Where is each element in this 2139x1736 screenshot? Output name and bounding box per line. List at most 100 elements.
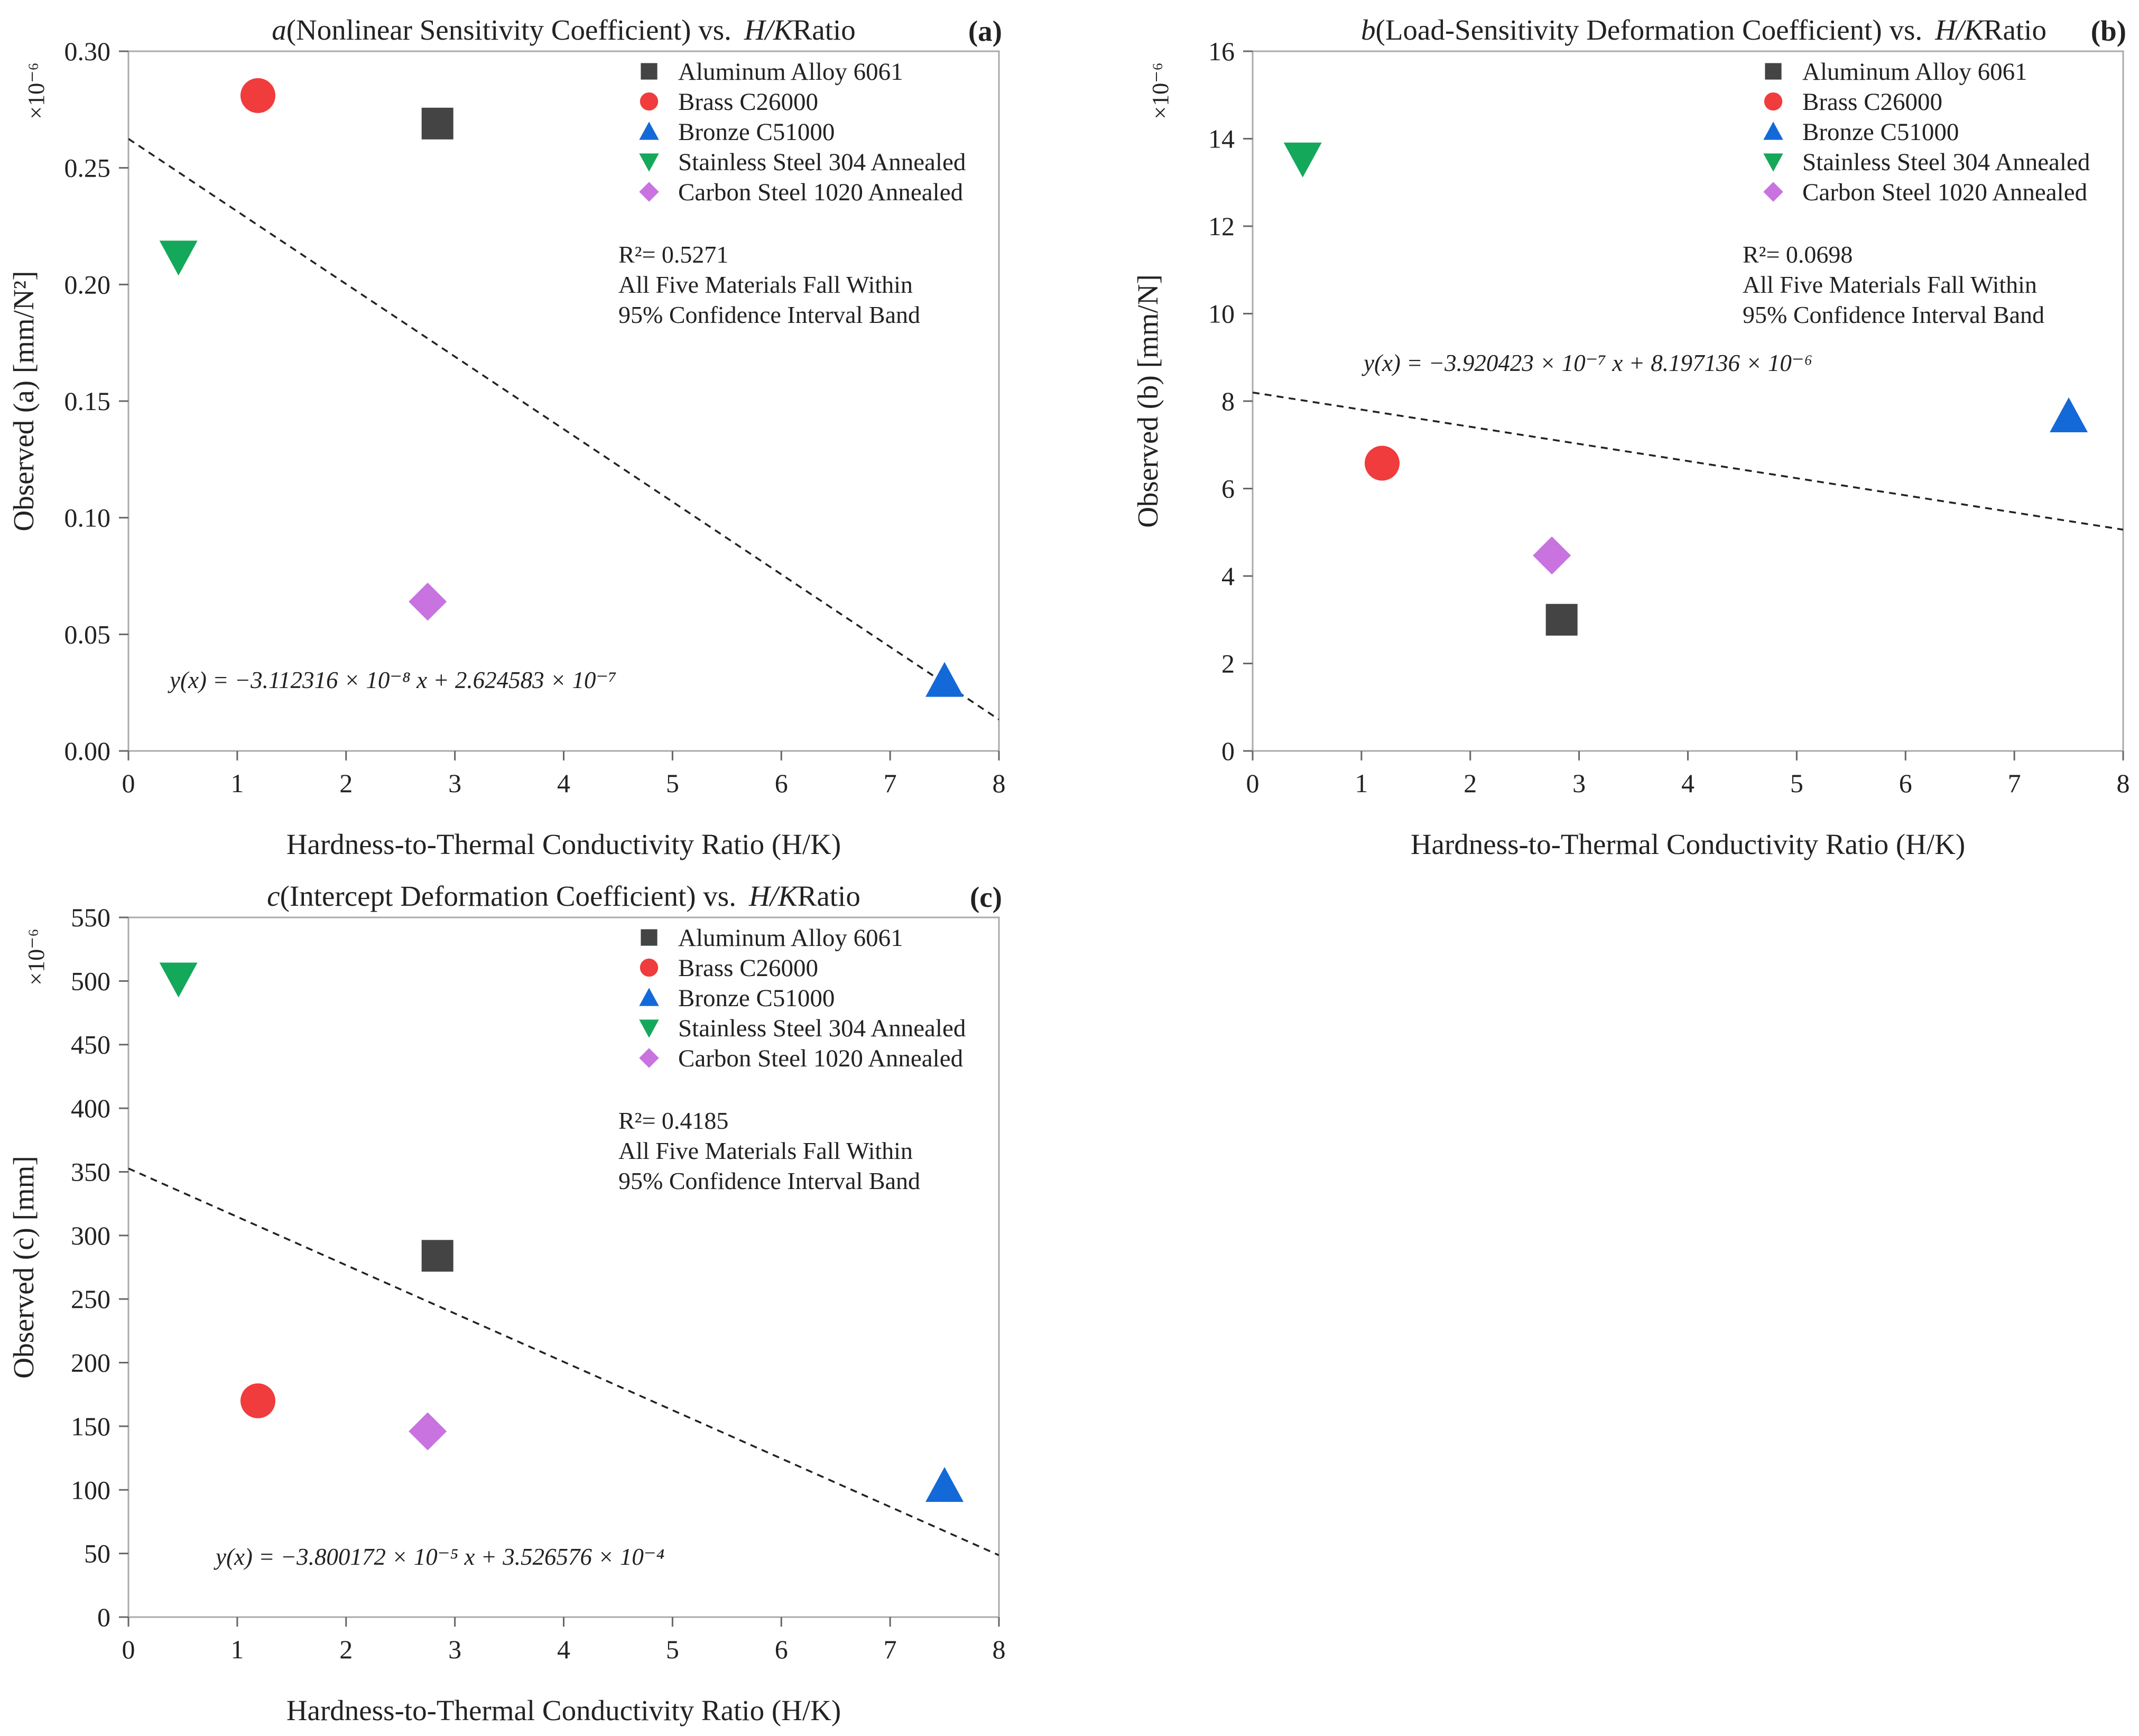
data-point-aluminum-alloy-6061 [421, 1240, 453, 1272]
y-tick-label: 0.20 [64, 270, 111, 299]
x-tick-label: 5 [666, 768, 679, 798]
x-tick-label: 1 [1355, 768, 1368, 798]
x-tick-label: 5 [666, 1635, 679, 1664]
legend-marker-square [641, 929, 658, 946]
legend-marker-triangle-up [639, 122, 659, 140]
legend-marker-triangle-down [1763, 153, 1783, 172]
y-tick-label: 0.00 [64, 736, 111, 766]
x-axis-label: Hardness-to-Thermal Conductivity Ratio (… [286, 1694, 841, 1726]
legend-marker [641, 929, 658, 946]
x-tick-label: 1 [230, 1635, 244, 1664]
y-tick-label: 500 [71, 966, 110, 996]
title-variable: a [272, 14, 286, 46]
title-ratio: H/K [1934, 14, 1985, 46]
title-ratio: H/K [744, 14, 794, 46]
legend-marker [639, 1019, 659, 1038]
legend-entry: Stainless Steel 304 Annealed [1802, 148, 2090, 176]
x-tick-label: 7 [884, 1635, 897, 1664]
data-point-aluminum-alloy-6061 [421, 107, 453, 140]
data-point-aluminum-alloy-6061 [1545, 604, 1578, 636]
x-tick-label: 3 [448, 1635, 461, 1664]
x-tick-label: 8 [993, 768, 1006, 798]
legend-entry: Brass C26000 [1802, 88, 1942, 116]
y-tick-label: 150 [71, 1412, 110, 1441]
y-tick-label: 6 [1221, 474, 1235, 504]
legend-entry: Aluminum Alloy 6061 [678, 924, 903, 952]
data-point-stainless-steel-304-annealed [159, 240, 198, 276]
title-ratio-word: Ratio [1984, 14, 2047, 46]
confidence-note-line-1: All Five Materials Fall Within [1743, 271, 2037, 298]
legend-marker [1764, 92, 1783, 111]
fit-equation: y(x) = −3.800172 × 10⁻⁵ x + 3.526576 × 1… [214, 1544, 664, 1570]
y-tick-label: 50 [84, 1539, 110, 1568]
title-description: (Nonlinear Sensitivity Coefficient) vs. [286, 14, 731, 46]
legend-entry: Brass C26000 [678, 954, 818, 982]
legend-marker-circle [640, 92, 659, 111]
chart-title: a(Nonlinear Sensitivity Coefficient) vs.… [272, 14, 856, 46]
legend-marker-triangle-up [1763, 122, 1783, 140]
confidence-note-line-2: 95% Confidence Interval Band [618, 1167, 920, 1194]
y-tick-label: 400 [71, 1093, 110, 1123]
legend-marker [1763, 153, 1783, 172]
legend-marker [639, 153, 659, 172]
x-tick-label: 6 [1899, 768, 1912, 798]
x-tick-label: 4 [1681, 768, 1694, 798]
y-axis-label: Observed (a) [mm/N²] [7, 271, 40, 532]
regression-fit-line [128, 138, 999, 720]
legend-entry: Carbon Steel 1020 Annealed [678, 179, 963, 206]
legend-marker-diamond [639, 1048, 659, 1068]
y-tick-label: 250 [71, 1284, 110, 1314]
title-description: (Intercept Deformation Coefficient) vs. [280, 880, 736, 912]
legend-marker [1765, 63, 1782, 80]
legend-marker-triangle-up [639, 988, 659, 1006]
y-tick-label: 16 [1208, 36, 1235, 66]
data-point-stainless-steel-304-annealed [159, 962, 198, 998]
confidence-note-line-2: 95% Confidence Interval Band [1743, 301, 2044, 328]
panel-label: (b) [2091, 15, 2126, 47]
chart-title: b(Load-Sensitivity Deformation Coefficie… [1361, 14, 2047, 46]
legend-marker [639, 1048, 659, 1068]
y-tick-label: 4 [1221, 561, 1235, 591]
legend-entry: Stainless Steel 304 Annealed [678, 148, 966, 176]
y-tick-label: 0.15 [64, 386, 111, 416]
confidence-note-line-2: 95% Confidence Interval Band [618, 301, 920, 328]
legend-entry: Carbon Steel 1020 Annealed [678, 1045, 963, 1072]
y-tick-label: 8 [1221, 386, 1235, 416]
panel-label: (a) [968, 15, 1002, 47]
data-point-bronze-c51000 [925, 1467, 964, 1502]
title-variable: c [267, 880, 280, 912]
x-tick-label: 3 [448, 768, 461, 798]
x-tick-label: 3 [1572, 768, 1586, 798]
fit-equation: y(x) = −3.112316 × 10⁻⁸ x + 2.624583 × 1… [168, 667, 617, 693]
x-tick-label: 2 [339, 768, 353, 798]
y-tick-label: 200 [71, 1348, 110, 1378]
legend-entry: Bronze C51000 [678, 118, 835, 146]
legend-marker [1763, 122, 1783, 140]
x-tick-label: 5 [1790, 768, 1803, 798]
y-axis-label: Observed (c) [mm] [7, 1156, 40, 1379]
y-axis-label: Observed (b) [mm/N] [1132, 274, 1164, 528]
x-tick-label: 4 [557, 1635, 570, 1664]
legend-marker [641, 63, 658, 80]
regression-fit-line [1253, 391, 2123, 531]
title-ratio-word: Ratio [798, 880, 860, 912]
y-tick-label: 2 [1221, 649, 1235, 679]
confidence-note-line-1: All Five Materials Fall Within [618, 271, 913, 298]
legend-marker [640, 92, 659, 111]
x-tick-label: 1 [230, 768, 244, 798]
panel-label: (c) [970, 881, 1002, 913]
legend-marker-diamond [1763, 182, 1783, 202]
data-point-bronze-c51000 [925, 662, 964, 697]
legend-marker-triangle-down [639, 153, 659, 172]
y-tick-label: 10 [1208, 299, 1235, 329]
y-tick-label: 0.05 [64, 619, 111, 649]
chart-title: c(Intercept Deformation Coefficient) vs.… [267, 880, 860, 912]
data-point-bronze-c51000 [2050, 397, 2088, 432]
axis-scale-factor: ×10⁻⁶ [1147, 62, 1173, 119]
y-tick-label: 300 [71, 1221, 110, 1250]
x-tick-label: 7 [2008, 768, 2021, 798]
x-tick-label: 7 [884, 768, 897, 798]
x-tick-label: 0 [122, 1635, 135, 1664]
legend-entry: Bronze C51000 [1802, 118, 1959, 146]
data-point-stainless-steel-304-annealed [1283, 142, 1322, 178]
